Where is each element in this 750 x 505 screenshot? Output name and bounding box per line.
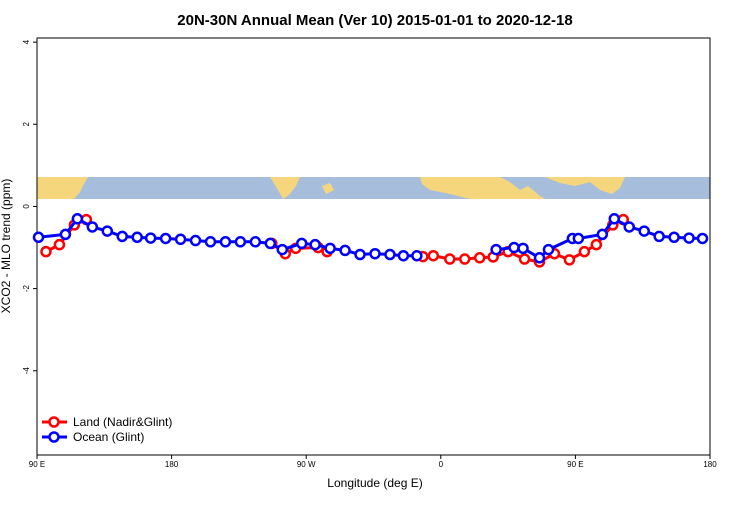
data-point: [339, 244, 351, 257]
data-point: [264, 237, 277, 250]
y-tick-label: 0: [22, 204, 31, 209]
data-point: [508, 241, 520, 254]
data-point: [59, 228, 72, 241]
legend-marker: [48, 416, 60, 428]
data-point: [189, 234, 202, 247]
data-point: [249, 236, 262, 248]
data-point: [590, 238, 603, 251]
legend-marker: [48, 431, 60, 443]
plot-frame: [36, 37, 711, 456]
y-tick-label: 2: [22, 122, 31, 127]
data-point: [53, 238, 66, 251]
data-point: [518, 253, 531, 265]
data-point: [572, 232, 585, 245]
chart-title: 20N-30N Annual Mean (Ver 10) 2015-01-01 …: [177, 12, 572, 29]
data-point: [309, 238, 321, 251]
y-tick-label: 4: [22, 39, 31, 44]
data-point: [696, 232, 709, 245]
data-point: [411, 249, 423, 262]
data-point: [295, 237, 308, 250]
data-point: [563, 254, 576, 266]
data-point: [86, 221, 99, 233]
data-point: [517, 242, 529, 255]
data-point: [578, 245, 591, 258]
x-tick-label: 180: [165, 460, 179, 469]
data-point: [608, 213, 621, 225]
data-point: [32, 231, 45, 244]
data-point: [427, 249, 440, 262]
data-point: [683, 232, 695, 244]
data-point: [324, 242, 336, 255]
data-point: [204, 236, 217, 248]
data-point: [354, 248, 366, 261]
data-point: [276, 243, 289, 256]
data-point: [490, 243, 502, 256]
data-point: [473, 252, 486, 264]
data-point: [596, 228, 609, 241]
data-point: [174, 233, 187, 246]
data-point: [369, 247, 381, 260]
data-point: [397, 249, 410, 262]
data-point: [131, 231, 143, 244]
x-axis-label: Longitude (deg E): [327, 476, 422, 490]
data-point: [638, 225, 650, 237]
y-tick-label: -2: [22, 285, 31, 293]
data-point: [234, 236, 247, 248]
x-tick-label: 90 W: [297, 460, 316, 469]
data-point: [542, 243, 555, 256]
data-point: [444, 253, 456, 265]
x-tick-label: 90 E: [29, 460, 45, 469]
y-axis-label: XCO2 - MLO trend (ppm): [0, 179, 13, 314]
x-tick-label: 180: [703, 460, 717, 469]
data-point: [458, 253, 471, 265]
data-point: [116, 230, 128, 243]
data-point: [40, 245, 52, 258]
data-point: [668, 231, 680, 244]
data-point: [623, 221, 635, 233]
data-point: [71, 213, 84, 225]
data-point: [384, 248, 396, 261]
y-tick-label: -4: [22, 367, 31, 375]
legend-label: Ocean (Glint): [73, 430, 144, 444]
x-tick-label: 0: [439, 460, 444, 469]
data-point: [219, 236, 232, 248]
map-strip: [37, 177, 710, 199]
data-point: [653, 230, 665, 243]
data-point: [533, 252, 546, 264]
data-point: [144, 232, 157, 244]
data-point: [101, 225, 114, 237]
data-point: [159, 232, 172, 245]
x-tick-label: 90 E: [567, 460, 583, 469]
legend-label: Land (Nadir&Glint): [73, 415, 172, 429]
